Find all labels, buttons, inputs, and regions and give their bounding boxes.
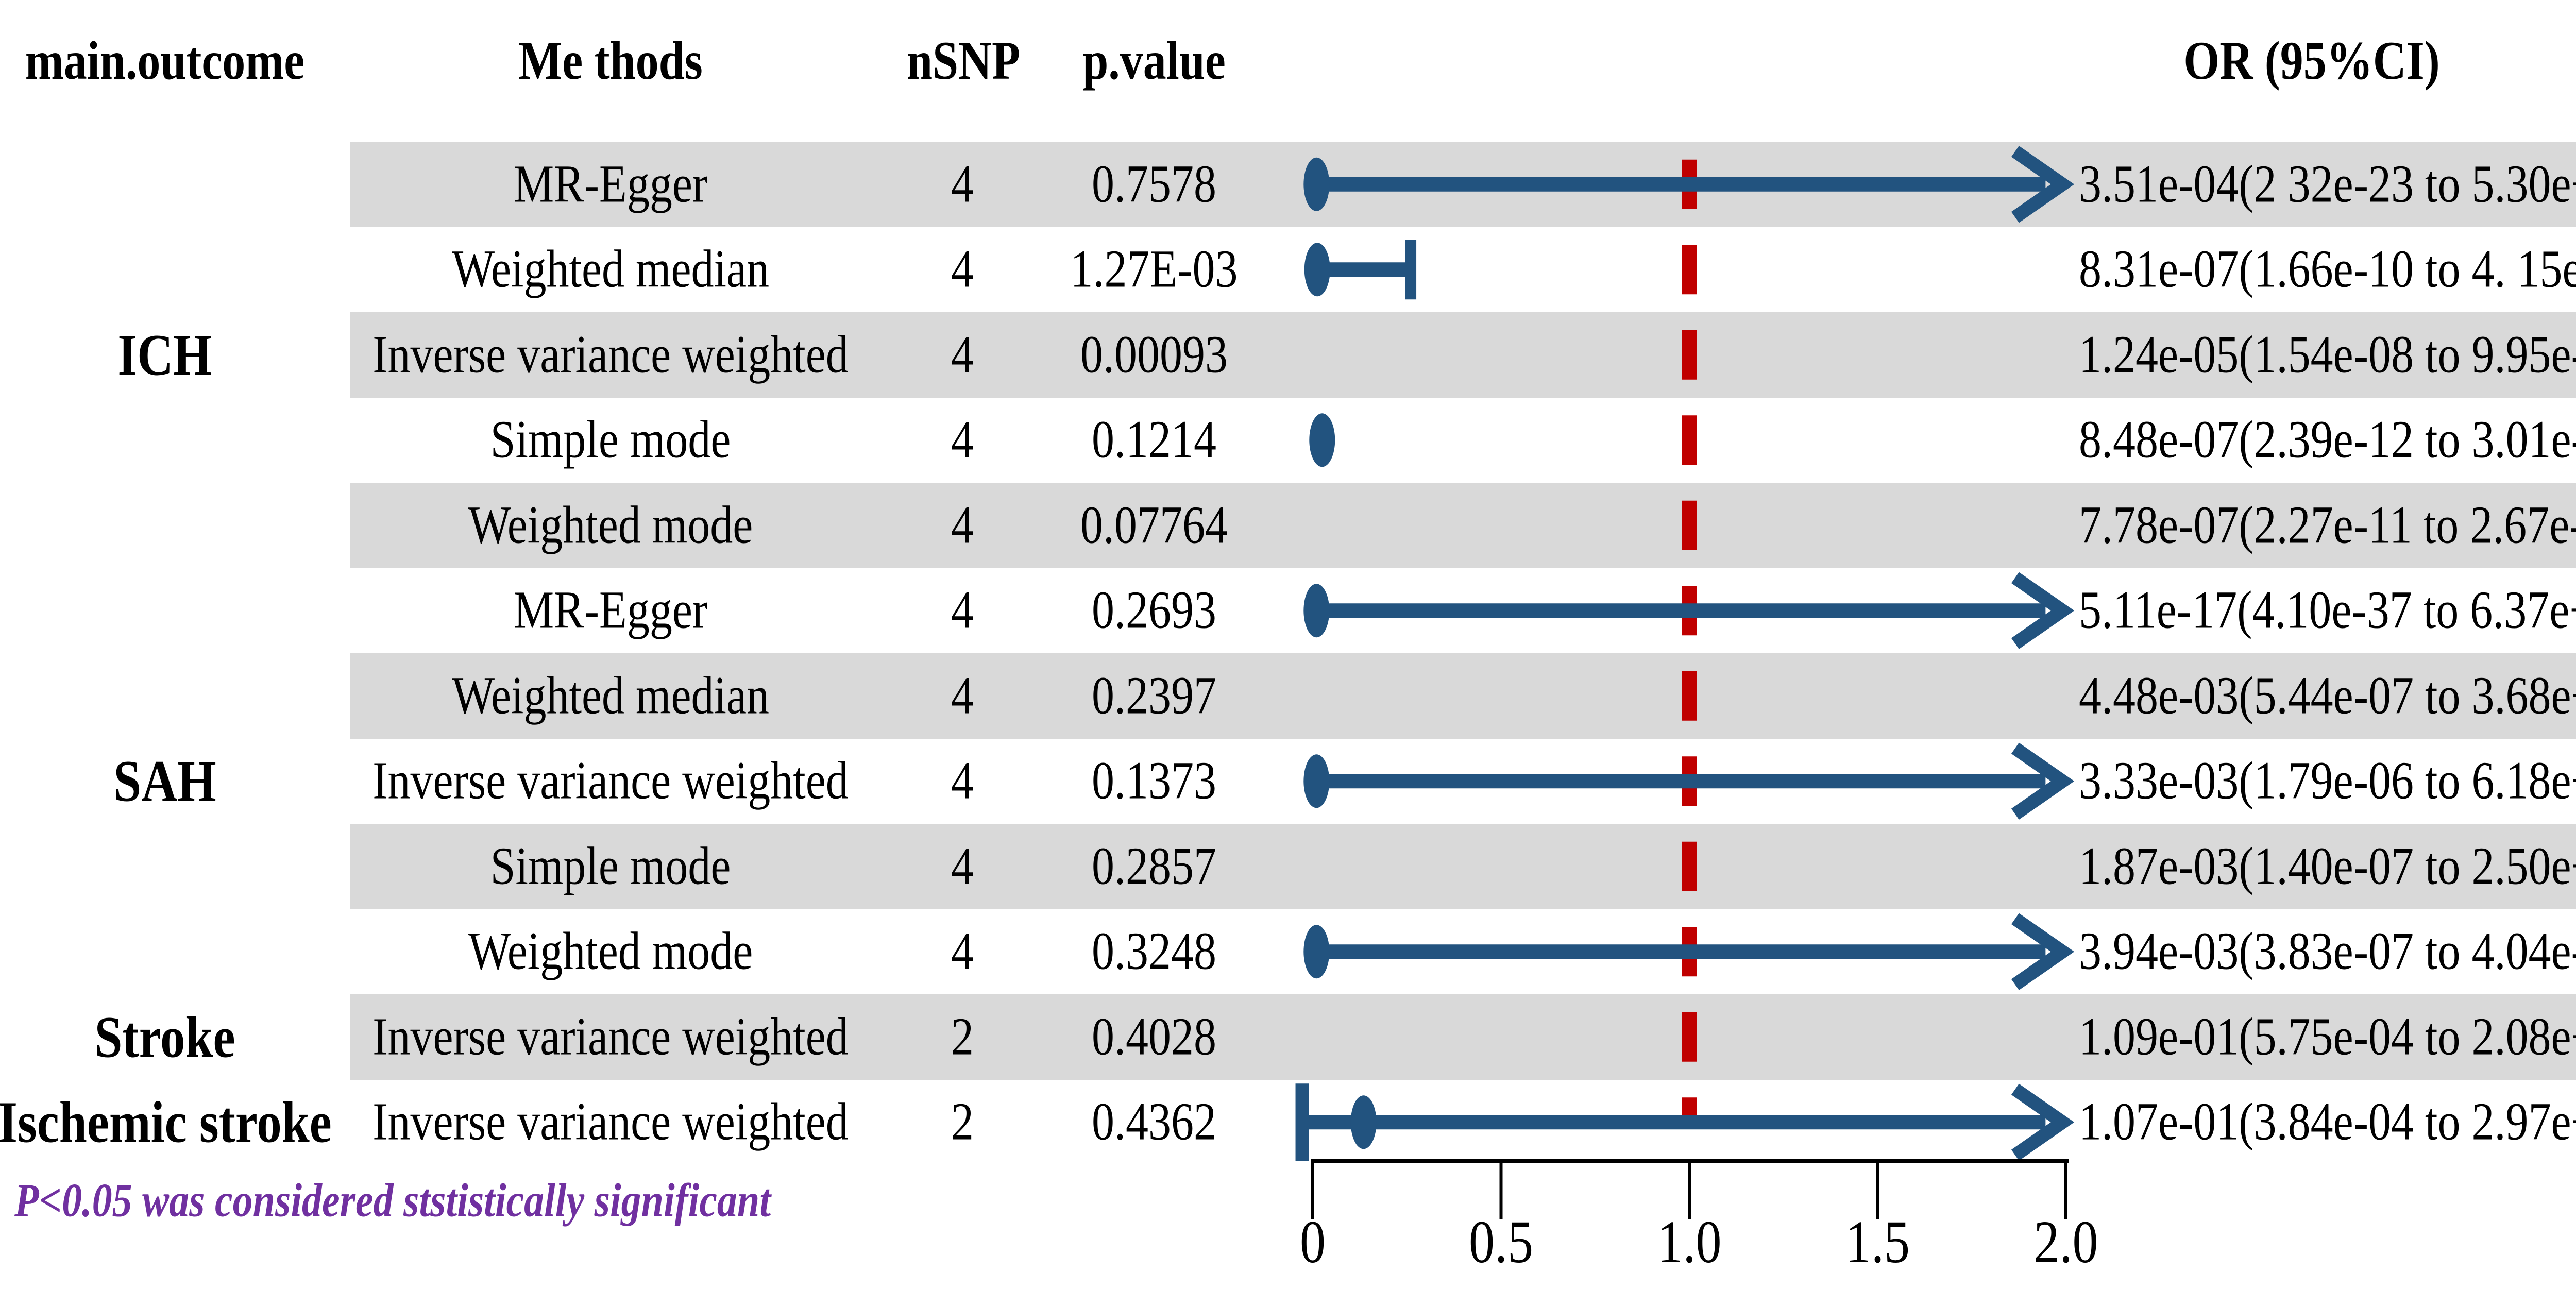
method-cell: Weighted median: [451, 240, 770, 299]
col-header-or-ci: OR (95%CI): [2183, 30, 2440, 91]
nsnp-cell: 4: [951, 666, 974, 725]
nsnp-cell: 4: [951, 581, 974, 640]
pvalue-cell: 0.7578: [1092, 155, 1216, 214]
nsnp-cell: 4: [951, 411, 974, 470]
pvalue-cell: 0.00093: [1080, 325, 1228, 384]
col-header-nsnp: nSNP: [906, 30, 1021, 91]
point-estimate-dot: [1309, 413, 1335, 467]
method-cell: Weighted mode: [468, 496, 753, 555]
nsnp-cell: 4: [951, 922, 974, 981]
pvalue-cell: 1.27E-03: [1070, 240, 1238, 299]
point-estimate-dot: [1303, 157, 1330, 211]
or-ci-cell: 1.87e-03(1.40e-07 to 2.50e+01): [2079, 837, 2576, 896]
x-axis-tick-label: 2.0: [2034, 1208, 2098, 1276]
col-header-main-outcome: main.outcome: [25, 30, 305, 91]
row-stripe: [350, 824, 2576, 909]
pvalue-cell: 0.3248: [1092, 922, 1216, 981]
nsnp-cell: 2: [951, 1007, 974, 1066]
outcome-label: Ischemic stroke: [0, 1090, 332, 1155]
method-cell: MR-Egger: [513, 581, 708, 640]
nsnp-cell: 4: [951, 240, 974, 299]
x-axis-tick-label: 0.5: [1469, 1208, 1533, 1276]
outcome-label: ICH: [117, 322, 212, 387]
arrow-head: [2011, 146, 2075, 223]
pvalue-cell: 0.2857: [1092, 837, 1216, 896]
pvalue-cell: 0.1214: [1092, 411, 1216, 470]
method-cell: Inverse variance weighted: [372, 1007, 849, 1066]
or-ci-cell: 3.33e-03(1.79e-06 to 6.18e+00): [2079, 752, 2576, 811]
nsnp-cell: 4: [951, 155, 974, 214]
method-cell: Simple mode: [490, 837, 731, 896]
pvalue-cell: 0.2693: [1092, 581, 1216, 640]
pvalue-cell: 0.07764: [1080, 496, 1228, 555]
pvalue-cell: 0.4362: [1092, 1093, 1216, 1152]
pvalue-cell: 0.2397: [1092, 666, 1216, 725]
x-axis-tick-label: 1.5: [1845, 1208, 1910, 1276]
or-ci-cell: 7.78e-07(2.27e-11 to 2.67e-02): [2079, 496, 2576, 555]
nsnp-cell: 4: [951, 837, 974, 896]
method-cell: Simple mode: [490, 411, 731, 470]
or-ci-cell: 1.09e-01(5.75e-04 to 2.08e+01): [2079, 1007, 2576, 1066]
or-ci-cell: 1.07e-01(3.84e-04 to 2.97e+01): [2079, 1093, 2576, 1152]
or-ci-cell: 1.24e-05(1.54e-08 to 9.95e-03): [2079, 325, 2576, 384]
arrow-head: [2011, 1083, 2075, 1161]
or-ci-cell: 5.11e-17(4.10e-37 to 6.37e+04): [2079, 581, 2576, 640]
or-ci-cell: 8.48e-07(2.39e-12 to 3.01e-01): [2079, 411, 2576, 470]
point-estimate-dot: [1303, 754, 1330, 808]
row-stripe: [350, 483, 2576, 568]
nsnp-cell: 2: [951, 1093, 974, 1152]
or-ci-cell: 3.94e-03(3.83e-07 to 4.04e-+01): [2079, 922, 2576, 981]
col-header-methods: Me thods: [518, 30, 703, 91]
nsnp-cell: 4: [951, 496, 974, 555]
point-estimate-dot: [1350, 1095, 1377, 1149]
row-stripe: [350, 312, 2576, 398]
arrow-head: [2011, 572, 2075, 649]
pvalue-cell: 0.1373: [1092, 752, 1216, 811]
pvalue-cell: 0.4028: [1092, 1007, 1216, 1066]
outcome-label: SAH: [113, 749, 216, 814]
nsnp-cell: 4: [951, 752, 974, 811]
point-estimate-dot: [1303, 584, 1330, 638]
x-axis-tick-label: 0: [1300, 1208, 1326, 1276]
or-ci-cell: 4.48e-03(5.44e-07 to 3.68e+01): [2079, 666, 2576, 725]
x-axis-tick-label: 1.0: [1657, 1208, 1722, 1276]
method-cell: MR-Egger: [513, 155, 708, 214]
arrow-head: [2011, 742, 2075, 820]
or-ci-cell: 3.51e-04(2 32e-23 to 5.30e+15): [2079, 155, 2576, 214]
row-stripe: [350, 653, 2576, 739]
col-header-pvalue: p.value: [1082, 30, 1226, 91]
significance-note: P<0.05 was considered ststistically sign…: [14, 1174, 771, 1227]
nsnp-cell: 4: [951, 325, 974, 384]
method-cell: Inverse variance weighted: [372, 1093, 849, 1152]
arrow-head: [2011, 913, 2075, 990]
or-ci-cell: 8.31e-07(1.66e-10 to 4. 15e-03): [2079, 240, 2576, 299]
method-cell: Inverse variance weighted: [372, 325, 849, 384]
point-estimate-dot: [1303, 925, 1330, 979]
method-cell: Weighted median: [451, 666, 770, 725]
point-estimate-dot: [1304, 243, 1330, 297]
row-stripe: [350, 994, 2576, 1080]
outcome-label: Stroke: [94, 1004, 235, 1070]
method-cell: Inverse variance weighted: [372, 752, 849, 811]
method-cell: Weighted mode: [468, 922, 753, 981]
